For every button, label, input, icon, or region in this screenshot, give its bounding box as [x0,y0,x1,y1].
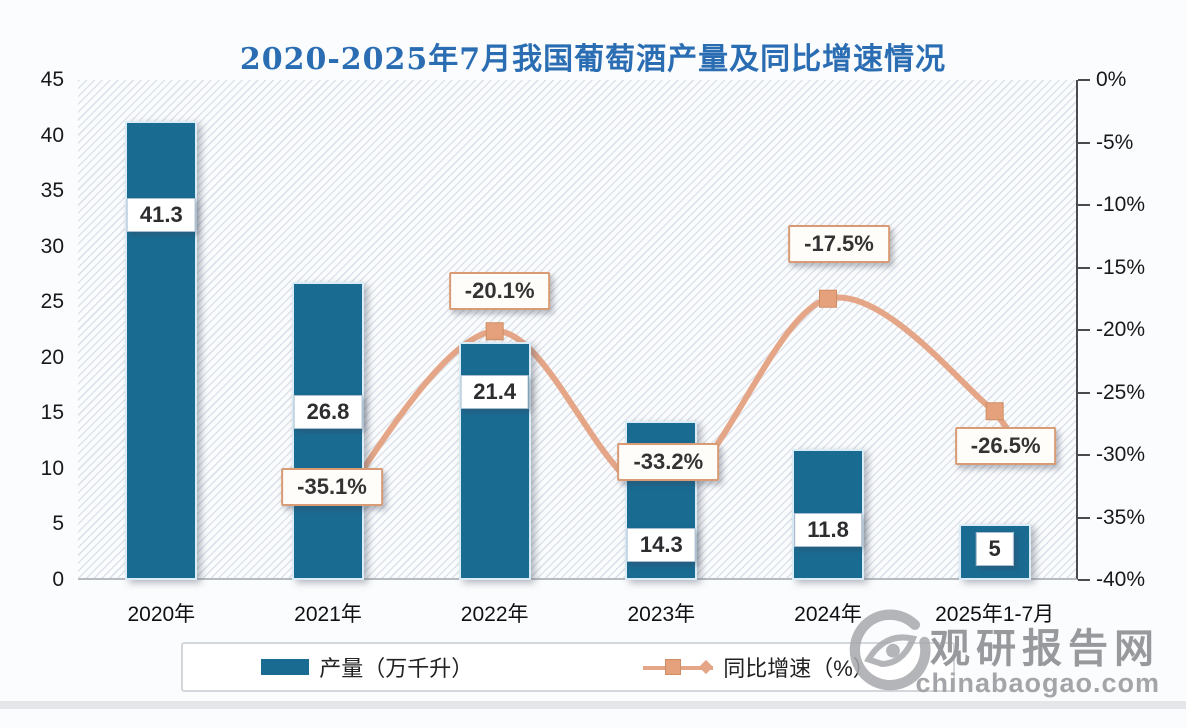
left-axis-tick-label: 45 [40,68,64,91]
right-axis-tick-mark [1078,141,1090,144]
right-axis-tick-label: -15% [1096,255,1146,279]
left-axis-tick-label: 30 [40,234,64,258]
growth-value-label: -17.5% [788,224,890,263]
bar-value-label: 41.3 [126,198,196,233]
bar-value-label: 21.4 [460,375,530,410]
x-axis-category-label: 2025年1-7月 [935,603,1055,626]
right-axis-tick-mark [1078,79,1090,81]
growth-point-marker [485,322,504,341]
x-axis-category-label: 2020年 [127,603,196,626]
legend-item-production: 产量（万千升） [261,651,473,683]
right-axis-tick-mark [1078,204,1090,206]
line-series-marker-icon [643,658,714,676]
legend-square-marker [665,659,682,675]
right-axis-tick-label: 0% [1096,68,1127,91]
x-axis-category-label: 2023年 [627,603,696,626]
legend-diamond-marker [699,659,714,675]
bar-value-label: 14.3 [626,528,696,563]
growth-point-marker [985,402,1004,421]
bar-series-swatch-icon [261,659,310,675]
right-axis-tick-label: -10% [1096,193,1146,216]
left-axis-tick-label: 5 [52,512,64,536]
bar-value-label: 11.8 [794,512,862,547]
left-axis-tick-label: 25 [40,290,64,314]
x-axis-category-label: 2022年 [460,603,529,626]
legend-label-production: 产量（万千升） [319,656,474,681]
bar-value-label: 26.8 [293,395,363,430]
left-axis-tick-label: 0 [52,568,64,591]
watermark: 观研报告网 chinabaogao.com [846,600,1186,720]
right-axis-tick-mark [1078,329,1090,331]
left-axis-tick-label: 35 [40,179,64,203]
chart-title: 2020-2025年7月我国葡萄酒产量及同比增速情况 [239,42,947,77]
bar-value-label: 5 [975,532,1014,567]
right-axis-tick-label: -25% [1096,380,1146,404]
right-axis-tick-mark [1078,516,1090,519]
left-axis-tick-label: 15 [40,401,64,425]
growth-point-marker [819,289,837,308]
right-axis-tick-mark [1078,266,1090,269]
right-axis-tick-label: -30% [1096,443,1146,466]
right-axis-tick-label: -40% [1096,568,1146,591]
right-axis-tick-label: -20% [1096,318,1146,341]
watermark-site-name: 观研报告网 [930,627,1160,671]
legend-label-growth: 同比增速（%） [723,656,875,681]
x-axis-category-label: 2024年 [794,603,862,626]
right-axis-tick-label: -5% [1096,130,1134,154]
growth-value-label: -20.1% [448,272,551,311]
growth-value-label: -35.1% [281,467,383,506]
production-bar [125,121,198,580]
legend-item-growth: 同比增速（%） [643,651,875,683]
right-axis-tick-mark [1078,391,1090,394]
left-axis-tick-label: 20 [40,345,64,369]
right-axis-tick-mark [1078,579,1090,581]
left-axis-tick-label: 10 [40,456,64,480]
watermark-site-url: chinabaogao.com [915,668,1160,698]
x-axis-category-label: 2021年 [294,603,362,626]
production-bar [292,282,364,580]
growth-value-label: -26.5% [954,427,1057,466]
growth-value-label: -33.2% [617,443,720,481]
legend: 产量（万千升） 同比增速（%） [181,642,955,692]
watermark-eye-logo-icon [849,609,931,691]
right-axis-tick-mark [1078,454,1090,456]
growth-line-layer [319,289,1023,528]
right-axis-tick-label: -35% [1096,505,1146,529]
plot-area [78,80,1078,580]
card-bottom-edge [0,701,1186,709]
left-axis-tick-label: 40 [40,123,64,147]
